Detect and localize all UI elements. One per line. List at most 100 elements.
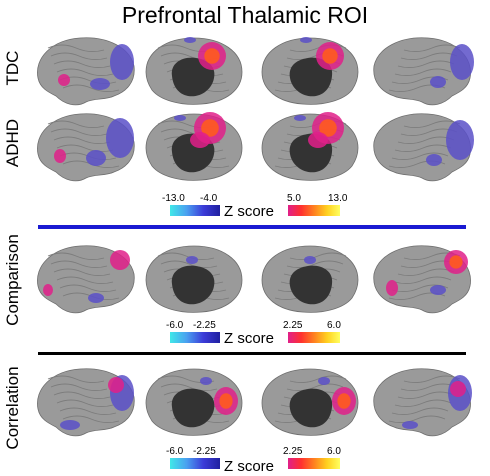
colorbar-tick-neg-min: -6.0 [166, 320, 184, 331]
sulcus-line [394, 276, 452, 285]
sulcus-line [391, 152, 449, 161]
sulcus-line [47, 44, 105, 53]
sulcus-line [388, 415, 446, 424]
sulcus-line [47, 252, 105, 261]
brain-adhd-left-lateral [37, 113, 135, 182]
colorbar-positive [288, 458, 340, 469]
sulcus-line [160, 383, 218, 392]
activation-negative [186, 256, 198, 264]
colorbar-title: Z score [224, 458, 275, 475]
medial-wall [289, 265, 333, 305]
brain-tdc-left-medial [145, 37, 243, 105]
colorbar-tick-pos-min: 2.25 [283, 320, 303, 331]
sulcus-line [59, 407, 117, 416]
sulcus-line [56, 144, 114, 153]
activation-negative [450, 44, 474, 80]
activation-positive [386, 280, 398, 296]
activation-positive-peak [204, 48, 220, 64]
colorbar-tick-pos-max: 13.0 [328, 193, 348, 204]
activation-negative [294, 115, 306, 121]
row-label-adhd: ADHD [3, 118, 22, 168]
sulcus-line [394, 399, 452, 408]
sulcus-line [394, 144, 452, 153]
activation-negative [106, 118, 134, 158]
sulcus-line [56, 276, 114, 285]
colorbar-negative [170, 205, 220, 216]
activation-negative [110, 44, 134, 80]
brain-adhd-left-medial [145, 112, 243, 181]
brain-comparison-left-lateral [37, 245, 135, 314]
colorbar-tick-neg-max: -2.25 [193, 320, 216, 331]
sulcus-line [56, 399, 114, 408]
sulcus-line [53, 268, 111, 277]
brain-adhd-right-medial [261, 112, 359, 181]
sulcus-line [53, 391, 111, 400]
divider-black [38, 352, 466, 355]
activation-negative [60, 420, 80, 430]
colorbar-positive [288, 332, 340, 343]
activation-negative [430, 285, 446, 295]
activation-positive [54, 149, 66, 163]
activation-negative [318, 377, 330, 385]
cortex-surface [373, 368, 471, 437]
sulcus-line [394, 68, 452, 77]
sulcus-line [289, 252, 347, 261]
sulcus-line [157, 252, 215, 261]
brain-comparison-right-medial [261, 245, 359, 313]
activation-negative [300, 37, 312, 43]
brain-comparison-right-lateral [373, 245, 471, 314]
medial-wall [289, 57, 333, 97]
sulcus-line [397, 268, 455, 277]
figure-title: Prefrontal Thalamic ROI [121, 2, 369, 28]
activation-positive-peak [322, 48, 338, 64]
sulcus-line [286, 383, 344, 392]
sulcus-line [403, 44, 461, 53]
activation-positive-peak [337, 393, 351, 409]
brain-adhd-right-lateral [373, 113, 474, 182]
colorbar-group-3: -6.0 -2.25 Z score 2.25 6.0 [160, 446, 360, 476]
row-label-comparison: Comparison [3, 234, 22, 326]
activation-positive [190, 132, 210, 148]
cortex-surface [373, 37, 471, 106]
sulcus-line [62, 415, 120, 424]
colorbar-tick-neg-max: -2.25 [193, 446, 216, 457]
activation-positive-peak [201, 119, 219, 137]
sulcus-line [59, 284, 117, 293]
sulcus-line [53, 60, 111, 69]
colorbar-tick-pos-max: 6.0 [327, 446, 341, 457]
brain-tdc-left-lateral [37, 37, 135, 106]
activation-negative [88, 293, 104, 303]
sulcus-line [391, 407, 449, 416]
activation-negative [200, 377, 212, 385]
sulcus-line [397, 136, 455, 145]
sulcus-line [50, 128, 108, 137]
colorbar-positive [288, 205, 340, 216]
activation-negative [174, 115, 186, 121]
colorbar-tick-neg-min: -13.0 [162, 193, 185, 204]
activation-positive [450, 381, 466, 397]
brain-comparison-left-medial [145, 245, 243, 313]
sulcus-line [397, 391, 455, 400]
colorbar-tick-neg-max: -4.0 [200, 193, 218, 204]
sulcus-line [56, 68, 114, 77]
sulcus-line [47, 120, 105, 129]
sulcus-line [50, 52, 108, 61]
brain-correlation-left-lateral [37, 368, 135, 437]
cortex-surface [37, 245, 135, 314]
activation-negative [90, 78, 110, 90]
colorbar-group-1: -13.0 -4.0 Z score 5.0 13.0 [160, 193, 360, 223]
brain-correlation-left-medial [145, 368, 243, 436]
activation-positive [110, 250, 130, 270]
brain-correlation-right-lateral [373, 368, 472, 437]
activation-negative [184, 37, 196, 43]
sulcus-line [47, 375, 105, 384]
sulcus-line [397, 60, 455, 69]
colorbar-group-2: -6.0 -2.25 Z score 2.25 6.0 [160, 320, 360, 350]
sulcus-line [160, 260, 218, 269]
medial-wall [171, 388, 215, 428]
brain-tdc-right-medial [261, 37, 359, 105]
sulcus-line [403, 120, 461, 129]
brain-correlation-right-medial [261, 368, 359, 436]
activation-positive-peak [319, 119, 337, 137]
colorbar-negative [170, 458, 220, 469]
